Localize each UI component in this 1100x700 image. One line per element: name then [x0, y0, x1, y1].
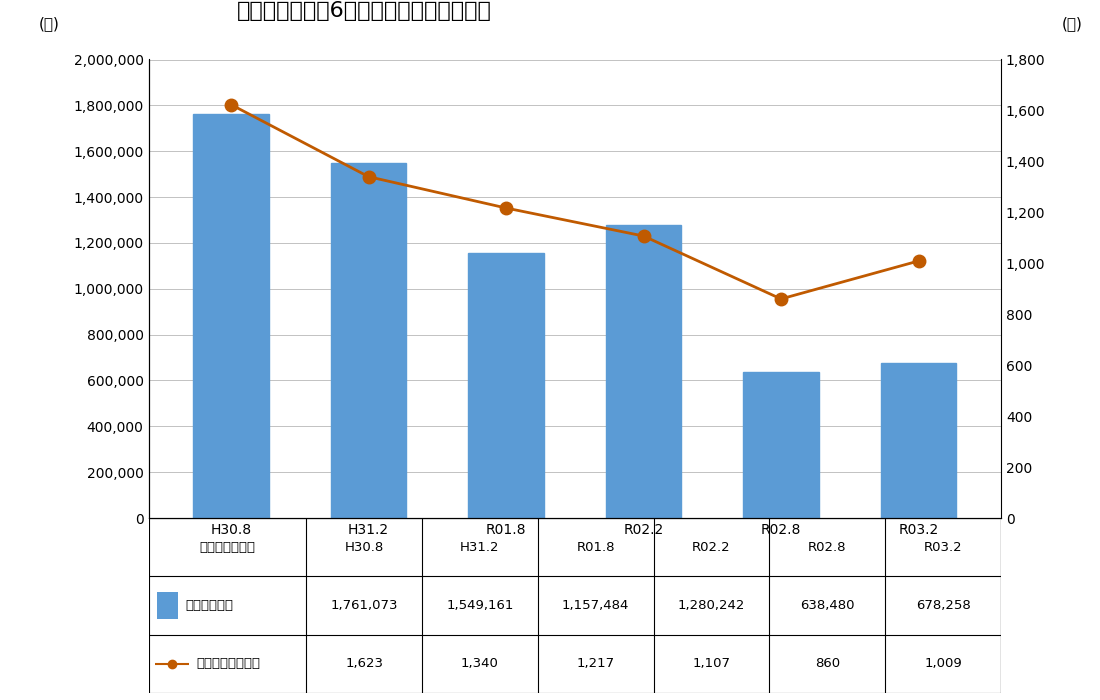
- Text: 効果額（円）: 効果額（円）: [185, 599, 233, 612]
- Text: R02.2: R02.2: [692, 540, 730, 554]
- Bar: [744, 372, 818, 518]
- Text: 1,340: 1,340: [461, 657, 498, 671]
- Text: 差額通知発送月: 差額通知発送月: [199, 540, 255, 554]
- Bar: [331, 163, 406, 518]
- Text: R02.8: R02.8: [808, 540, 847, 554]
- Text: H31.2: H31.2: [460, 540, 499, 554]
- Text: 1,157,484: 1,157,484: [562, 599, 629, 612]
- Text: 差額通知発送後6か月間の効果額と発送数: 差額通知発送後6か月間の効果額と発送数: [236, 1, 492, 21]
- Bar: [469, 253, 543, 518]
- Text: H30.8: H30.8: [344, 540, 384, 554]
- Text: 1,107: 1,107: [693, 657, 730, 671]
- Bar: [194, 114, 268, 518]
- Text: 1,549,161: 1,549,161: [447, 599, 514, 612]
- Bar: [157, 592, 178, 619]
- Text: 1,280,242: 1,280,242: [678, 599, 745, 612]
- Text: 通知対象者（人）: 通知対象者（人）: [196, 657, 261, 671]
- Bar: [881, 363, 956, 518]
- Text: 1,217: 1,217: [576, 657, 615, 671]
- Text: 678,258: 678,258: [915, 599, 970, 612]
- Text: R01.8: R01.8: [576, 540, 615, 554]
- Text: 638,480: 638,480: [800, 599, 855, 612]
- Text: 1,761,073: 1,761,073: [330, 599, 398, 612]
- Text: (人): (人): [1063, 17, 1082, 32]
- Bar: [606, 225, 681, 518]
- Text: (円): (円): [40, 17, 59, 32]
- Text: 1,623: 1,623: [345, 657, 383, 671]
- Text: 860: 860: [815, 657, 840, 671]
- Text: R03.2: R03.2: [924, 540, 962, 554]
- Text: 1,009: 1,009: [924, 657, 962, 671]
